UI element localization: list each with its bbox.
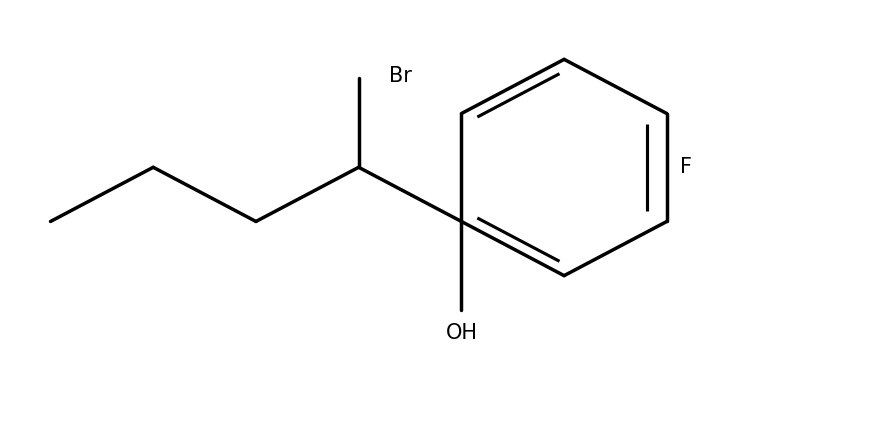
Text: F: F	[680, 157, 693, 177]
Text: Br: Br	[390, 66, 412, 86]
Text: OH: OH	[445, 323, 478, 343]
